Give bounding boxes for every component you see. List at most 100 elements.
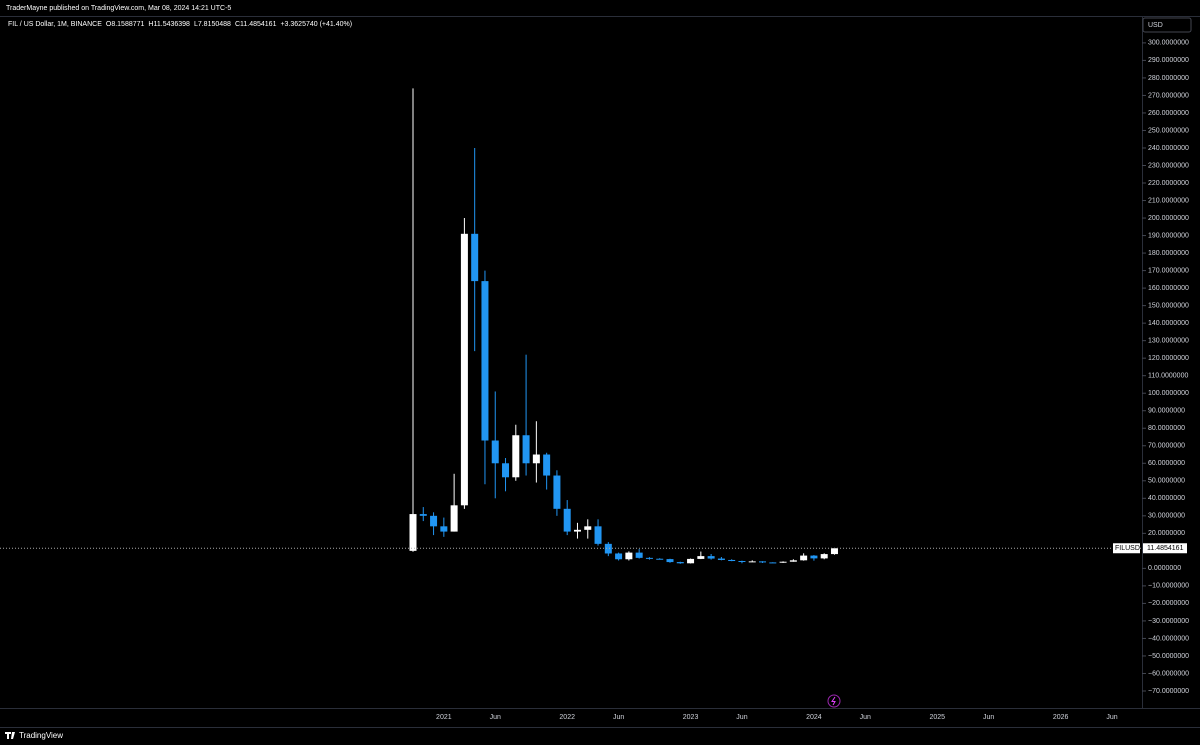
candle-body	[512, 435, 520, 478]
x-tick-label: 2024	[806, 714, 822, 721]
ohlc-label: C11.4854161	[235, 21, 277, 28]
y-tick-label: 110.0000000	[1148, 373, 1188, 380]
y-tick-label: −60.0000000	[1148, 670, 1189, 677]
ohlc-label: H11.5436398	[148, 21, 190, 28]
y-tick-label: 240.0000000	[1148, 145, 1189, 152]
y-tick-label: 40.0000000	[1148, 495, 1185, 502]
candle-body	[635, 552, 643, 558]
y-tick-label: 290.0000000	[1148, 57, 1189, 64]
branding: TradingView	[19, 731, 63, 740]
x-tick-label: 2026	[1053, 714, 1069, 721]
candle-body	[707, 556, 715, 559]
candle-body	[625, 552, 633, 560]
y-tick-label: 260.0000000	[1148, 110, 1189, 117]
y-tick-label: 90.0000000	[1148, 408, 1185, 415]
candle-body	[450, 505, 458, 532]
last-price-box	[1143, 543, 1187, 554]
y-tick-label: 80.0000000	[1148, 425, 1185, 432]
candle-body	[789, 560, 797, 562]
y-tick-label: 140.0000000	[1148, 320, 1189, 327]
y-tick-label: 300.0000000	[1148, 40, 1189, 47]
y-tick-label: −50.0000000	[1148, 653, 1189, 660]
currency[interactable]: USD	[1148, 22, 1163, 29]
y-tick-label: 0.0000000	[1148, 565, 1181, 572]
candle-body	[553, 475, 561, 509]
candle-body	[563, 508, 571, 532]
symbol-box	[1113, 543, 1140, 554]
y-tick-label: 210.0000000	[1148, 197, 1189, 204]
y-tick-label: 30.0000000	[1148, 513, 1185, 520]
candle-body	[460, 233, 468, 506]
ohlc-label: O8.1588771	[106, 21, 145, 28]
candle-body	[697, 556, 705, 559]
candle-body	[769, 562, 777, 564]
candle-body	[656, 558, 664, 560]
y-tick-label: 270.0000000	[1148, 92, 1189, 99]
candle-body	[717, 558, 725, 560]
news-icon-bolt	[831, 696, 836, 706]
candle-body	[573, 529, 581, 532]
candle-body	[584, 526, 592, 530]
publisher: TraderMayne published on TradingView.com…	[6, 5, 231, 12]
y-tick-label: 160.0000000	[1148, 285, 1189, 292]
x-tick-label: Jun	[613, 714, 624, 721]
x-tick-label: 2022	[559, 714, 575, 721]
ohlc-label: L7.8150488	[194, 21, 231, 28]
candle-body	[748, 561, 756, 563]
news-icon[interactable]	[827, 694, 841, 708]
candle-body	[419, 514, 427, 516]
candle-body	[666, 559, 674, 563]
candle-body	[604, 543, 612, 554]
currency-box[interactable]	[1142, 17, 1192, 33]
y-tick-label: 100.0000000	[1148, 390, 1189, 397]
y-tick-label: 20.0000000	[1148, 530, 1185, 537]
y-tick-label: 200.0000000	[1148, 215, 1189, 222]
candle-body	[800, 555, 808, 561]
x-tick-label: Jun	[860, 714, 871, 721]
y-tick-label: 60.0000000	[1148, 460, 1185, 467]
y-tick-label: −10.0000000	[1148, 583, 1189, 590]
y-tick-label: 280.0000000	[1148, 75, 1189, 82]
y-tick-label: 170.0000000	[1148, 267, 1189, 274]
y-tick-label: −70.0000000	[1148, 688, 1189, 695]
chart-title: FIL / US Dollar, 1M, BINANCE	[8, 21, 102, 28]
candle-body	[502, 463, 510, 478]
candle-body	[645, 557, 653, 559]
candle-body	[522, 435, 530, 464]
y-tick-label: 190.0000000	[1148, 232, 1189, 239]
x-tick-label: 2023	[683, 714, 699, 721]
candle-body	[820, 554, 828, 559]
candle-body	[810, 555, 818, 559]
y-tick-label: 230.0000000	[1148, 162, 1189, 169]
ohlc-label: +3.3625740 (+41.40%)	[280, 21, 352, 28]
candle-body	[779, 561, 787, 563]
y-tick-label: 130.0000000	[1148, 338, 1189, 345]
candle-body	[409, 514, 417, 551]
symbol-label: FILUSD	[1115, 545, 1140, 552]
candle-body	[440, 526, 448, 532]
candle-body	[543, 454, 551, 476]
y-tick-label: −30.0000000	[1148, 618, 1189, 625]
candle-body	[491, 440, 499, 464]
candle-body	[687, 558, 695, 564]
candle-body	[738, 561, 746, 563]
y-tick-label: −40.0000000	[1148, 635, 1189, 642]
candle-body	[481, 281, 489, 441]
x-tick-label: 2021	[436, 714, 452, 721]
x-tick-label: 2025	[929, 714, 945, 721]
y-tick-label: 50.0000000	[1148, 478, 1185, 485]
y-tick-label: 70.0000000	[1148, 443, 1185, 450]
x-tick-label: Jun	[736, 714, 747, 721]
candle-body	[471, 233, 479, 282]
y-tick-label: 150.0000000	[1148, 302, 1189, 309]
candle-body	[615, 553, 623, 560]
x-tick-label: Jun	[490, 714, 501, 721]
candle-body	[676, 562, 684, 564]
logo	[5, 732, 15, 739]
x-tick-label: Jun	[1106, 714, 1117, 721]
y-tick-label: 220.0000000	[1148, 180, 1189, 187]
y-tick-label: 250.0000000	[1148, 127, 1189, 134]
y-tick-label: 120.0000000	[1148, 355, 1189, 362]
